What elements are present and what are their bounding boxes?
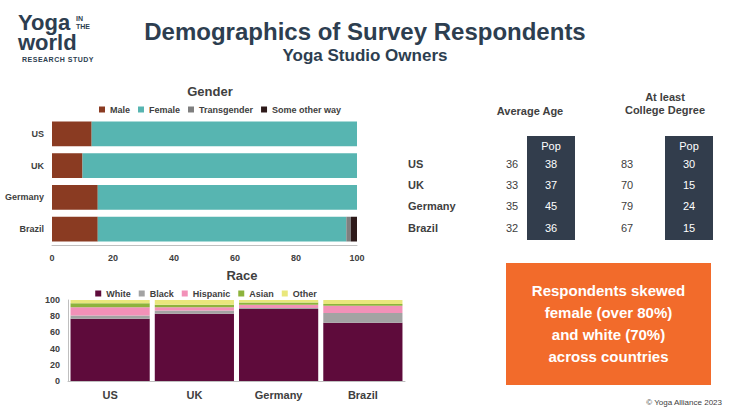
svg-text:Black: Black [150,289,175,299]
html-text:and white (70%): and white (70%) [551,326,666,343]
html-text:Germany: Germany [408,200,456,212]
svg-text:Hispanic: Hispanic [193,289,231,299]
html-text:UK: UK [408,179,424,191]
html-text:Average Age: Average Age [496,105,564,117]
html-text:70: 70 [620,179,634,191]
html-text:15: 15 [682,222,696,234]
html-text:Pop: Pop [679,140,699,152]
html-text:67: 67 [620,222,634,234]
html-text:79: 79 [620,200,634,212]
html-text:37: 37 [544,179,558,191]
svg-text:Germany: Germany [5,192,44,202]
html-text:83: 83 [620,158,634,170]
svg-text:60: 60 [50,327,60,337]
svg-text:Other: Other [293,289,318,299]
svg-text:Brazil: Brazil [19,224,44,234]
html-text:Yoga: Yoga [18,10,71,35]
html-text:45: 45 [544,200,558,212]
svg-text:20: 20 [108,253,118,263]
html-text:35: 35 [505,200,519,212]
html-text:24: 24 [682,200,696,212]
svg-text:80: 80 [291,253,301,263]
html-text:Brazil: Brazil [408,222,438,234]
html-text:32: 32 [505,222,519,234]
svg-text:Female: Female [149,105,180,115]
html-text:Yoga Studio Owners: Yoga Studio Owners [282,46,448,65]
svg-text:0: 0 [55,376,60,386]
html-text:Demographics of Survey Respond: Demographics of Survey Respondents [144,18,586,45]
svg-text:40: 40 [50,344,60,354]
svg-text:40: 40 [169,253,179,263]
html-text:33: 33 [505,179,519,191]
html-text:15: 15 [682,179,696,191]
svg-text:Transgender: Transgender [199,105,254,115]
svg-text:US: US [31,129,44,139]
svg-text:Brazil: Brazil [348,389,378,401]
svg-text:Germany: Germany [255,389,304,401]
html-text:across countries: across countries [548,348,669,365]
svg-text:60: 60 [230,253,240,263]
html-text:Respondents skewed: Respondents skewed [531,282,686,299]
html-text:US: US [408,158,424,170]
svg-text:White: White [106,289,131,299]
svg-text:80: 80 [50,311,60,321]
html-text:female (over 80%): female (over 80%) [544,304,673,321]
svg-text:0: 0 [49,253,54,263]
html-text:36: 36 [544,222,558,234]
html-text:36: 36 [505,158,519,170]
html-text:world: world [18,30,77,55]
svg-text:Asian: Asian [249,289,274,299]
html-text:At least: At least [645,91,685,103]
html-text:RESEARCH STUDY: RESEARCH STUDY [22,56,94,63]
html-text:38: 38 [544,158,558,170]
svg-text:100: 100 [45,295,60,305]
svg-text:Some other way: Some other way [272,105,341,115]
svg-text:Male: Male [110,105,130,115]
svg-text:100: 100 [349,253,364,263]
html-text:30: 30 [682,158,696,170]
html-text:College Degree: College Degree [625,104,705,116]
html-text:© Yoga Alliance 2023: © Yoga Alliance 2023 [646,398,722,407]
svg-text:US: US [102,389,117,401]
svg-text:Race: Race [226,268,257,283]
svg-text:UK: UK [186,389,202,401]
svg-text:20: 20 [50,360,60,370]
html-text:IN THE: IN THE [76,15,90,30]
svg-text:UK: UK [31,161,44,171]
html-text:Pop: Pop [541,140,561,152]
svg-text:Gender: Gender [187,84,233,99]
